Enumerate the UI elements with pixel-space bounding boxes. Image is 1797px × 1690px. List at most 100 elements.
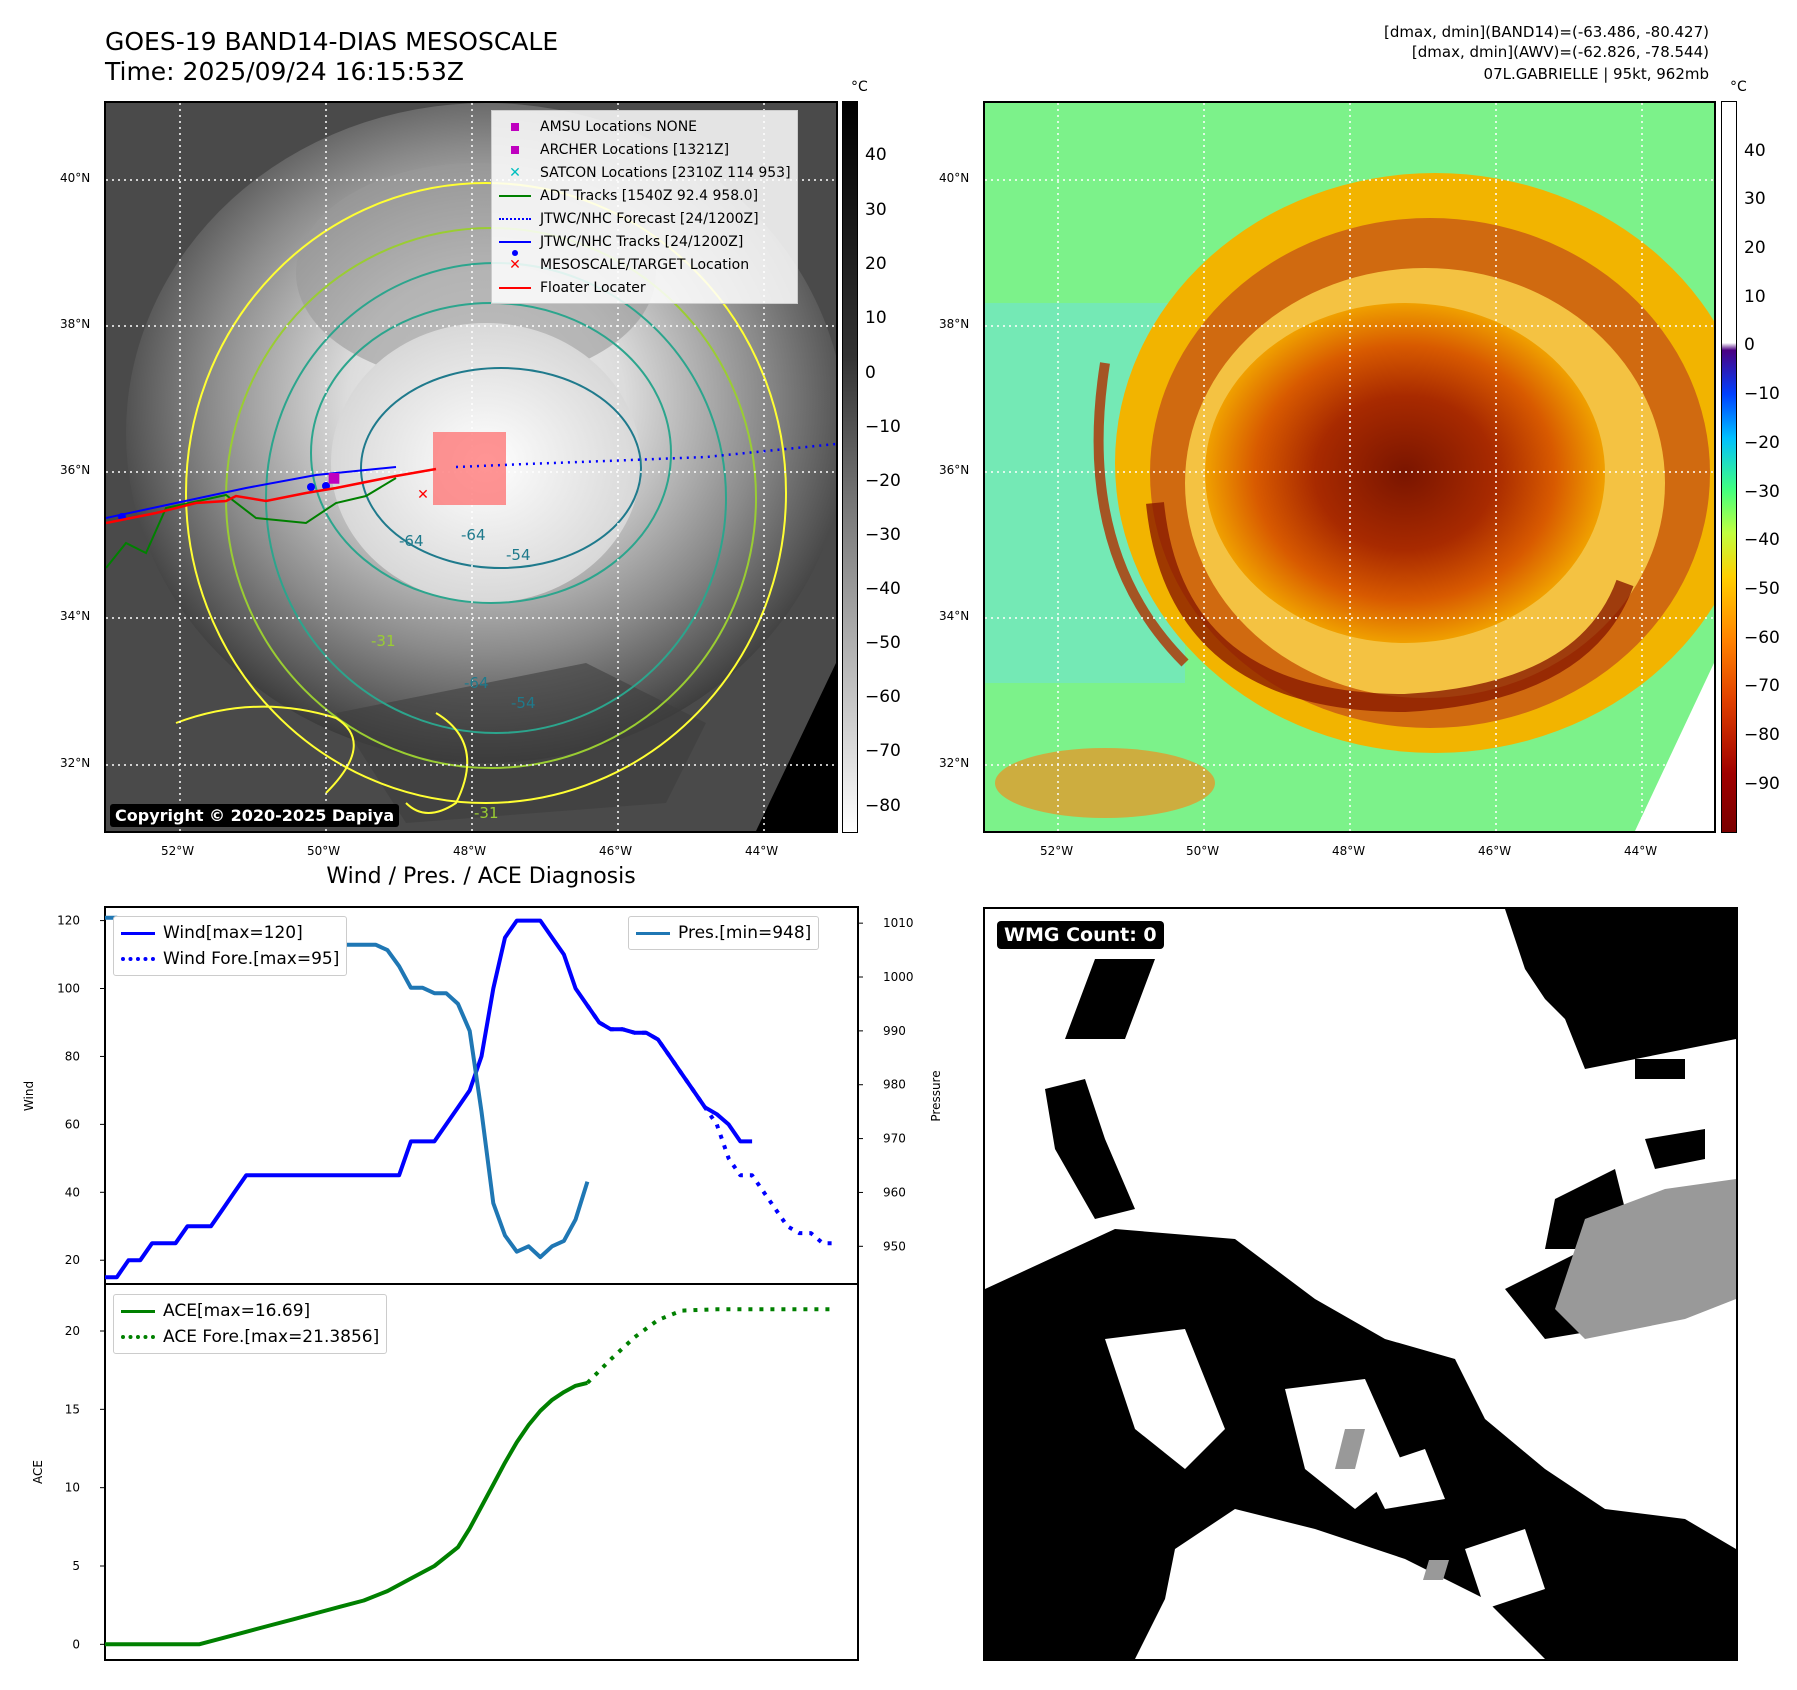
line-marker-icon xyxy=(498,286,532,289)
meta-line3: 07L.GABRIELLE | 95kt, 962mb xyxy=(1483,65,1709,83)
ace-legend-label: ACE[max=16.69] xyxy=(163,1301,311,1321)
contour-label: -31 xyxy=(371,632,396,650)
awv-core xyxy=(1205,303,1605,643)
wind-tick-label: 100 xyxy=(57,982,80,996)
contour-label: -31 xyxy=(474,804,499,822)
mesoscale-target-marker: ✕ xyxy=(417,487,429,503)
pressure-y-ticks: 950 960 970 980 990 1000 1010 xyxy=(858,916,914,1253)
contour-label: -54 xyxy=(506,546,531,564)
lat-label: 36°N xyxy=(939,463,970,477)
lat-label: 38°N xyxy=(939,317,970,331)
wind-forecast-legend-label: Wind Fore.[max=95] xyxy=(163,949,340,969)
lon-label: 44°W xyxy=(745,844,779,858)
ace-tick-label: 5 xyxy=(72,1559,80,1573)
wind-tick-label: 60 xyxy=(65,1117,80,1131)
pressure-tick-label: 990 xyxy=(883,1024,906,1038)
pressure-legend-label: Pres.[min=948] xyxy=(678,923,812,943)
wind-y-ticks: 20 40 60 80 100 120 xyxy=(57,914,105,1267)
awv-gridlines xyxy=(985,103,1714,831)
copyright-badge: Copyright © 2020-2025 Dapiya xyxy=(110,804,400,827)
awv-no-data-corner xyxy=(1635,663,1714,831)
wmg-panel: WMG Count: 0 xyxy=(983,907,1738,1661)
pressure-tick-label: 950 xyxy=(883,1239,906,1253)
pressure-legend: Pres.[min=948] xyxy=(628,916,820,950)
contour-outer xyxy=(185,182,787,804)
ace-forecast-legend-label: ACE Fore.[max=21.3856] xyxy=(163,1327,380,1347)
ace-tick-label: 0 xyxy=(72,1637,80,1651)
legend-satcon: ✕ SATCON Locations [2310Z 114 953] xyxy=(498,161,790,184)
lat-label: 40°N xyxy=(60,171,91,185)
ace-axes-frame xyxy=(104,1283,859,1661)
pressure-axis-label: Pressure xyxy=(929,1070,943,1121)
lon-label: 46°W xyxy=(599,844,633,858)
adt-track-line xyxy=(106,477,397,569)
awv-map-svg xyxy=(985,103,1714,831)
diagnosis-title: Wind / Pres. / ACE Diagnosis xyxy=(326,864,636,889)
ace-y-ticks: 0 5 10 15 20 xyxy=(65,1324,105,1651)
square-marker-icon xyxy=(498,122,532,131)
contour-label: -64 xyxy=(399,532,424,550)
lon-label: 50°W xyxy=(1186,844,1220,858)
ir-no-data-corner xyxy=(756,663,836,831)
ace-axis-label: ACE xyxy=(31,1460,45,1484)
lon-label: 50°W xyxy=(307,844,341,858)
wind-tick-label: 80 xyxy=(65,1049,80,1063)
ace-lines xyxy=(105,1307,835,1647)
floater-track-line xyxy=(106,467,437,525)
ir-colorbar-unit: °C xyxy=(851,79,868,95)
target-box xyxy=(433,432,506,505)
wmg-map-svg xyxy=(985,909,1736,1659)
legend-archer: ARCHER Locations [1321Z] xyxy=(498,138,791,161)
lon-label: 48°W xyxy=(1332,844,1366,858)
x-marker-icon: ✕ xyxy=(509,164,521,181)
contour-label: -54 xyxy=(511,694,536,712)
pressure-tick-label: 980 xyxy=(883,1078,906,1092)
lat-label: 34°N xyxy=(939,609,970,623)
awv-colorbar-unit: °C xyxy=(1730,79,1747,95)
x-marker-icon: ✕ xyxy=(509,256,521,273)
legend-adt: ADT Tracks [1540Z 92.4 958.0] xyxy=(498,184,791,207)
pressure-tick-label: 960 xyxy=(883,1185,906,1199)
lon-label: 44°W xyxy=(1624,844,1658,858)
lon-label: 52°W xyxy=(161,844,195,858)
awv-colorbar xyxy=(1721,101,1737,833)
wmg-count-badge: WMG Count: 0 xyxy=(997,921,1164,949)
line-dot-icon xyxy=(498,240,532,256)
contour-label: -64 xyxy=(464,674,489,692)
legend-jtwc-forecast: JTWC/NHC Forecast [24/1200Z] xyxy=(498,207,791,230)
dotted-line-icon xyxy=(121,957,155,961)
archer-marker: ■ xyxy=(327,470,340,486)
pressure-tick-label: 1010 xyxy=(883,916,914,930)
wmg-gray-regions xyxy=(1335,1179,1736,1580)
ir-colorbar xyxy=(842,101,858,833)
wind-axis-label: Wind xyxy=(22,1081,36,1111)
lat-label: 34°N xyxy=(60,609,91,623)
lat-label: 40°N xyxy=(939,171,970,185)
solid-line-icon xyxy=(636,931,670,935)
lat-label: 32°N xyxy=(939,756,970,770)
square-marker-icon xyxy=(498,145,532,154)
legend-amsu: AMSU Locations NONE xyxy=(498,115,791,138)
jtwc-track-line xyxy=(106,466,397,519)
ace-series-line xyxy=(105,1380,588,1647)
ace-forecast-series-line xyxy=(585,1307,835,1385)
ace-tick-label: 20 xyxy=(65,1324,80,1338)
lon-label: 46°W xyxy=(1478,844,1512,858)
legend-jtwc-tracks: JTWC/NHC Tracks [24/1200Z] xyxy=(498,230,791,256)
lat-label: 32°N xyxy=(60,756,91,770)
line-marker-icon xyxy=(498,194,532,197)
contour-label: -64 xyxy=(461,526,486,544)
ace-tick-label: 10 xyxy=(65,1481,80,1495)
wind-legend-label: Wind[max=120] xyxy=(163,923,303,943)
lat-label: 36°N xyxy=(60,463,91,477)
wind-legend: Wind[max=120] Wind Fore.[max=95] xyxy=(113,916,348,976)
wind-tick-label: 40 xyxy=(65,1185,80,1199)
meta-line1: [dmax, dmin](BAND14)=(-63.486, -80.427) xyxy=(1384,23,1709,41)
lon-label: 48°W xyxy=(453,844,487,858)
solid-line-icon xyxy=(121,1309,155,1313)
lon-label: 52°W xyxy=(1040,844,1074,858)
awv-satellite-map xyxy=(983,101,1716,833)
figure-title-line1: GOES-19 BAND14-DIAS MESOSCALE xyxy=(105,27,559,56)
figure-title-line2: Time: 2025/09/24 16:15:53Z xyxy=(105,57,464,86)
wind-tick-label: 20 xyxy=(65,1253,80,1267)
